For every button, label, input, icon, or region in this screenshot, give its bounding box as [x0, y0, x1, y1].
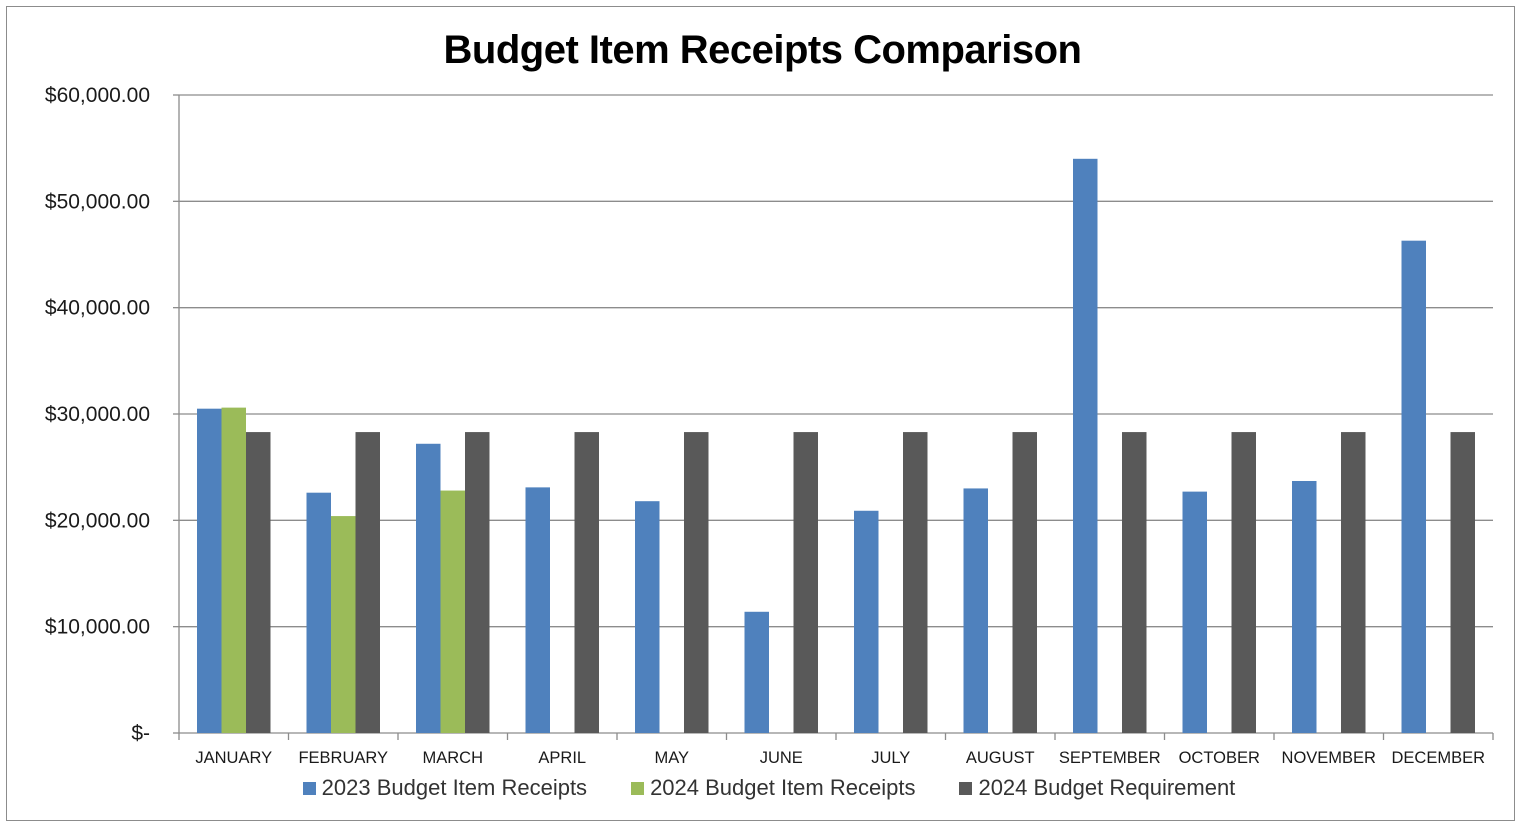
- x-tick-label: SEPTEMBER: [1059, 749, 1161, 767]
- y-tick-label: $-: [131, 722, 150, 745]
- bar-2023-june: [744, 611, 769, 733]
- bar-requirement-september: [1122, 432, 1147, 733]
- legend-item-2024: 2024 Budget Item Receipts: [631, 775, 915, 801]
- x-tick-label: DECEMBER: [1391, 749, 1485, 767]
- x-tick-label: MAY: [654, 749, 689, 767]
- bar-requirement-january: [246, 432, 271, 733]
- legend-item-requirement: 2024 Budget Requirement: [959, 775, 1235, 801]
- bar-2024-february: [331, 516, 356, 733]
- legend-label-2024: 2024 Budget Item Receipts: [650, 775, 916, 800]
- bar-requirement-april: [574, 432, 599, 733]
- y-tick-label: $10,000.00: [45, 616, 150, 639]
- x-tick-label: MARCH: [423, 749, 484, 767]
- y-tick-label: $30,000.00: [45, 403, 150, 426]
- bar-2023-january: [197, 408, 222, 733]
- bar-2023-october: [1182, 491, 1207, 733]
- bar-requirement-october: [1231, 432, 1256, 733]
- bar-requirement-march: [465, 432, 490, 733]
- bar-requirement-may: [684, 432, 709, 733]
- legend-label-requirement: 2024 Budget Requirement: [978, 775, 1236, 800]
- bar-requirement-june: [793, 432, 818, 733]
- bar-2023-december: [1401, 240, 1426, 733]
- x-tick-label: JANUARY: [195, 749, 272, 767]
- bar-2023-november: [1292, 480, 1317, 733]
- y-tick-label: $60,000.00: [45, 84, 150, 107]
- bar-requirement-july: [903, 432, 928, 733]
- bar-2024-march: [440, 490, 465, 733]
- bar-2023-august: [963, 488, 988, 733]
- bar-2023-july: [854, 510, 879, 733]
- bar-requirement-february: [355, 432, 380, 733]
- x-tick-label: JULY: [871, 749, 910, 767]
- y-tick-label: $50,000.00: [45, 190, 150, 213]
- bar-2023-february: [306, 492, 331, 733]
- x-tick-label: NOVEMBER: [1282, 749, 1377, 767]
- legend-swatch-requirement: [959, 781, 973, 795]
- bar-requirement-december: [1450, 432, 1475, 733]
- legend-label-2023: 2023 Budget Item Receipts: [321, 775, 588, 800]
- chart-legend: 2023 Budget Item Receipts 2024 Budget It…: [0, 775, 1521, 801]
- legend-item-2023: 2023 Budget Item Receipts: [302, 775, 588, 801]
- bar-2023-march: [416, 443, 441, 733]
- y-tick-label: $20,000.00: [45, 509, 150, 532]
- legend-swatch-2023: [302, 781, 316, 795]
- x-tick-label: JUNE: [760, 749, 803, 767]
- x-tick-label: OCTOBER: [1179, 749, 1260, 767]
- bar-requirement-august: [1012, 432, 1037, 733]
- bar-2023-may: [635, 501, 660, 733]
- bar-2024-january: [221, 407, 246, 733]
- legend-swatch-2024: [631, 781, 645, 795]
- x-tick-label: APRIL: [538, 749, 586, 767]
- chart-title: Budget Item Receipts Comparison: [443, 28, 1082, 72]
- x-tick-label: AUGUST: [966, 749, 1035, 767]
- y-tick-label: $40,000.00: [45, 297, 150, 320]
- bar-requirement-november: [1341, 432, 1366, 733]
- x-tick-label: FEBRUARY: [298, 749, 388, 767]
- bar-2023-september: [1073, 158, 1098, 734]
- bar-2023-april: [525, 487, 550, 733]
